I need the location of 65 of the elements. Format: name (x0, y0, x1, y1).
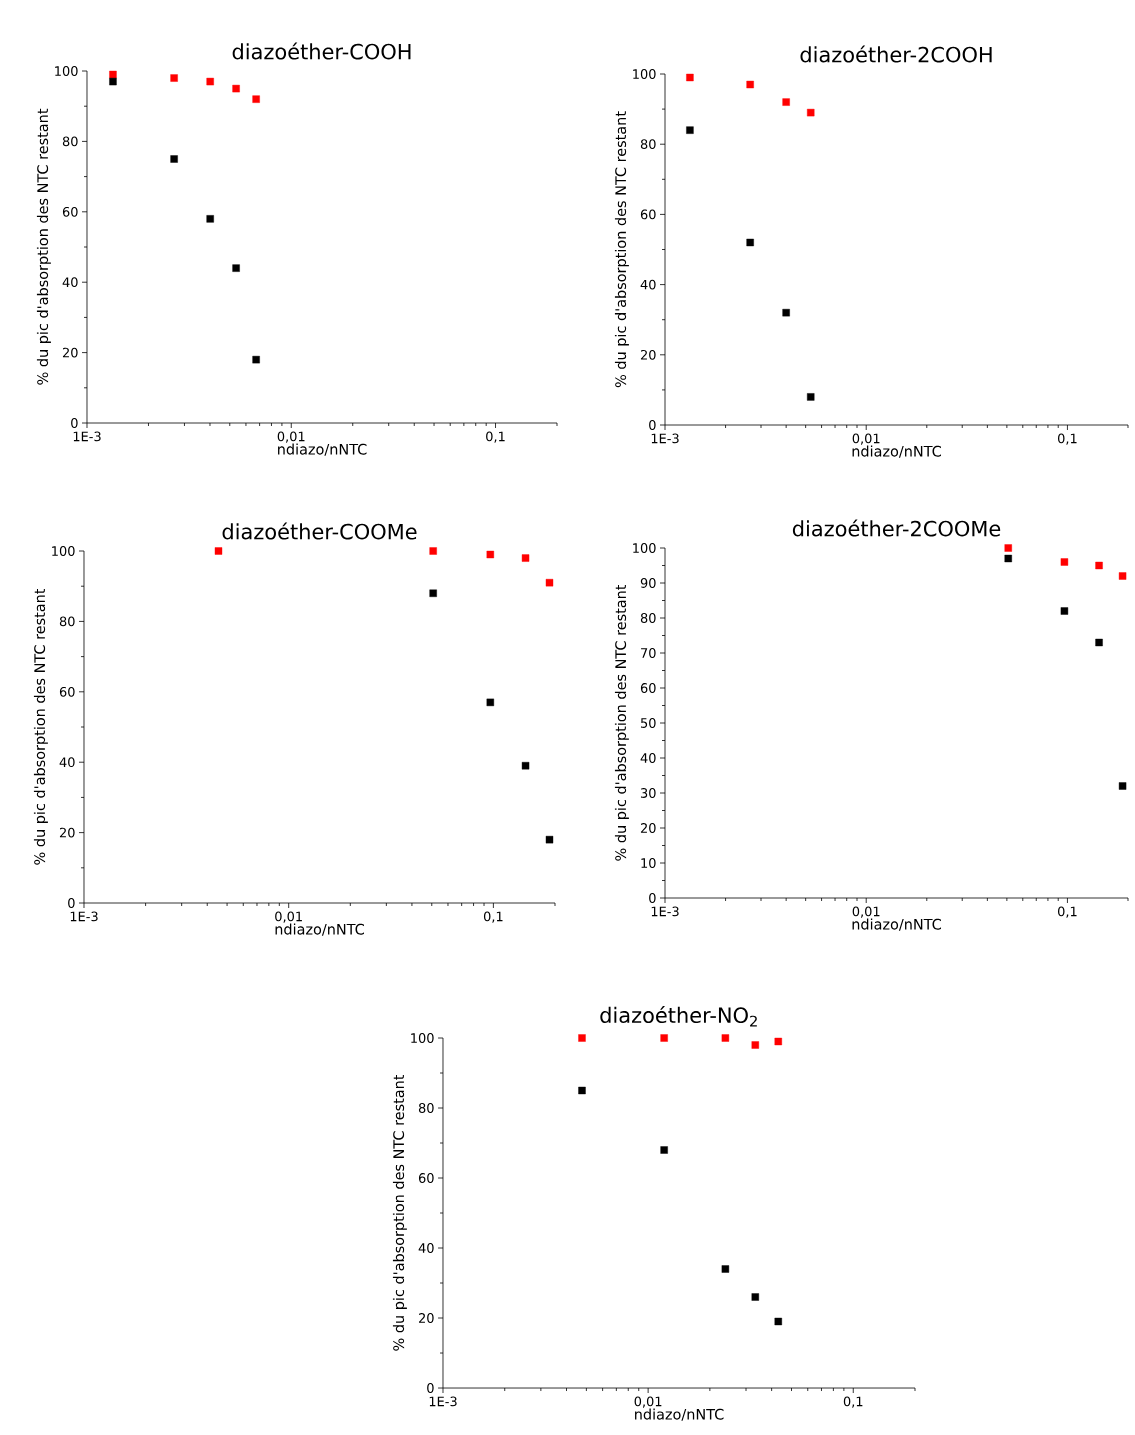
y-tick-label: 100 (633, 69, 656, 79)
y-axis-title: % du pic d'absorption des NTC restant (392, 1074, 407, 1351)
x-axis-title: ndiazo/nNTC (852, 918, 942, 931)
x-tick-label: 0,01 (277, 431, 305, 443)
chart-title: diazoéther-2COOH (800, 45, 992, 63)
y-tick-label: 80 (640, 613, 656, 623)
y-tick-label: 80 (59, 616, 75, 627)
chart-title: diazoéther-2COOMe (792, 519, 1001, 537)
y-axis-title: % du pic d'absorption des NTC restant (614, 111, 629, 388)
x-tick-label: 0,1 (483, 911, 503, 923)
x-tick-label: 0,01 (852, 906, 880, 918)
y-axis-title: % du pic d'absorption des NTC restant (33, 588, 48, 865)
y-tick-label: 80 (62, 136, 78, 147)
x-axis-title: ndiazo/nNTC (275, 923, 365, 936)
x-axis-title: ndiazo/nNTC (278, 443, 367, 456)
y-tick-label: 60 (418, 1173, 434, 1183)
y-axis-title: % du pic d'absorption des NTC restant (36, 108, 51, 385)
y-tick-label: 0 (427, 1383, 434, 1393)
y-tick-label: 70 (641, 648, 656, 658)
y-tick-label: 40 (62, 277, 78, 288)
x-tick-label: 1E-3 (73, 431, 101, 442)
y-tick-label: 90 (640, 578, 656, 588)
y-tick-label: 60 (640, 209, 656, 220)
y-tick-label: 0 (649, 420, 656, 430)
y-tick-label: 40 (59, 757, 75, 768)
y-tick-label: 0 (71, 418, 78, 428)
y-tick-label: 20 (640, 349, 656, 360)
y-tick-label: 0 (649, 893, 656, 903)
y-tick-label: 50 (641, 718, 656, 728)
x-tick-label: 0,1 (486, 431, 505, 443)
y-axis-title: % du pic d'absorption des NTC restant (614, 584, 629, 861)
y-tick-label: 100 (55, 66, 78, 76)
chart-title: diazoéther-COOH (232, 42, 411, 60)
x-axis-title: ndiazo/nNTC (635, 1408, 724, 1421)
chart-title: diazoéther-NO$_{2}$ (600, 1006, 757, 1027)
x-tick-label: 0,01 (852, 433, 880, 445)
y-tick-label: 40 (640, 753, 656, 763)
y-tick-label: 100 (633, 543, 656, 553)
y-tick-label: 60 (62, 206, 78, 217)
y-tick-label: 0 (68, 898, 75, 908)
x-tick-label: 0,01 (634, 1396, 662, 1408)
x-tick-label: 1E-3 (651, 906, 679, 917)
x-tick-label: 1E-3 (70, 911, 98, 922)
x-tick-label: 1E-3 (651, 433, 679, 444)
chart-title: diazoéther-COOMe (222, 522, 417, 540)
y-tick-label: 40 (418, 1243, 434, 1253)
y-tick-label: 40 (640, 279, 656, 290)
y-tick-label: 60 (59, 686, 75, 697)
x-tick-label: 0,1 (843, 1396, 863, 1408)
y-tick-label: 20 (418, 1313, 434, 1323)
x-tick-label: 0,01 (275, 911, 302, 923)
x-tick-label: 0,1 (1058, 433, 1077, 445)
x-tick-label: 1E-3 (429, 1396, 457, 1407)
y-tick-label: 80 (640, 139, 656, 150)
y-tick-label: 80 (418, 1103, 434, 1113)
y-tick-label: 100 (411, 1033, 434, 1043)
x-axis-title: ndiazo/nNTC (852, 445, 942, 458)
y-tick-label: 20 (59, 827, 75, 838)
y-tick-label: 30 (640, 788, 656, 798)
y-tick-label: 20 (640, 823, 656, 833)
y-tick-label: 20 (62, 347, 78, 358)
y-tick-label: 60 (640, 683, 656, 693)
y-tick-label: 100 (52, 546, 75, 556)
y-tick-label: 10 (641, 858, 656, 868)
x-tick-label: 0,1 (1058, 906, 1077, 918)
